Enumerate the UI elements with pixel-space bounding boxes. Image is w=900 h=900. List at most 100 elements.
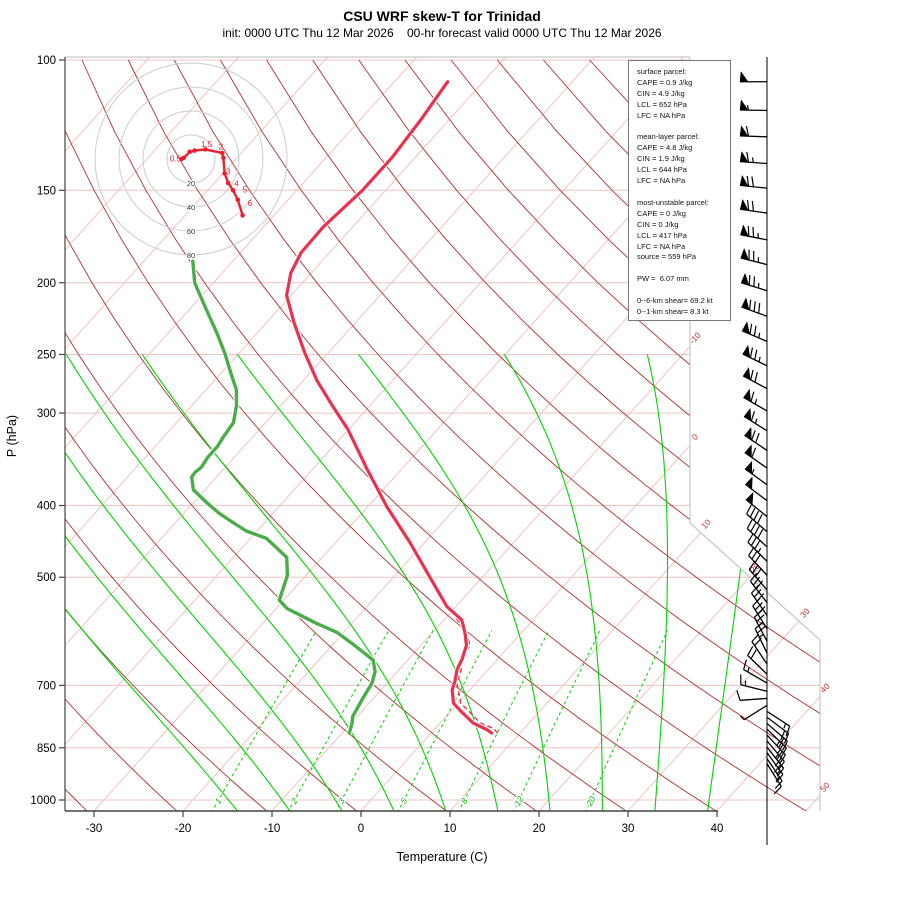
hodograph-ring	[94, 62, 288, 256]
hodograph-ring	[118, 86, 264, 232]
parcel-trace-curve	[454, 616, 499, 734]
wind-barb	[744, 444, 768, 469]
y-tick-label: 850	[37, 743, 56, 755]
dry-adiabat-line	[65, 59, 544, 811]
wind-barb	[747, 646, 768, 675]
y-tick-label: 100	[37, 55, 56, 67]
hodograph-ring	[142, 110, 240, 208]
y-tick-label: 1000	[30, 795, 56, 807]
isotherm-edge-label: 0	[690, 432, 701, 442]
mixing-ratio-line	[512, 630, 601, 811]
x-tick-label: 20	[533, 823, 546, 835]
wind-barb	[766, 763, 782, 795]
wind-barb	[743, 388, 768, 412]
info-panel-line: 0--1-km shear= 8.3 kt	[637, 306, 709, 316]
moist-adiabat-line	[358, 354, 551, 811]
hodograph-ring-label: 40	[187, 203, 195, 212]
wind-barb	[766, 716, 790, 744]
info-panel-line: CAPE = 4.8 J/kg	[637, 143, 693, 153]
dry-adiabat-line	[65, 59, 634, 811]
info-panel-line: 0--6-km shear= 69.2 kt	[637, 296, 713, 306]
isotherm-line	[65, 57, 150, 811]
x-tick-label: -20	[175, 823, 192, 835]
wind-barb	[739, 99, 768, 112]
hodograph-trace-point	[230, 187, 236, 193]
info-panel-line	[637, 263, 730, 274]
moist-adiabat-line	[65, 354, 344, 811]
moist-adiabat-line	[65, 354, 292, 811]
wind-barb	[746, 504, 768, 533]
wind-barb	[740, 704, 768, 721]
x-tick-label: 40	[711, 823, 724, 835]
info-panel-line: CAPE = 0.9 J/kg	[637, 77, 693, 87]
sounding-curves	[188, 80, 499, 736]
page-title: CSU WRF skew-T for Trinidad	[343, 8, 541, 24]
wind-barb	[739, 151, 768, 165]
info-panel-line: mean-layer parcel:	[637, 132, 700, 142]
info-panel-line: CIN = 0 J/kg	[637, 219, 679, 229]
hodograph-height-label: 0.5	[170, 154, 182, 163]
wind-barb	[739, 198, 768, 214]
temperature-curve	[285, 80, 494, 735]
info-panel-line: LCL = 417 hPa	[637, 230, 687, 240]
info-panel-line: most-unstable parcel:	[637, 197, 709, 207]
wind-barb	[739, 174, 768, 189]
info-panel-line: LCL = 644 hPa	[637, 165, 687, 175]
hodograph-trace-point	[219, 150, 225, 156]
wind-barb-column	[736, 57, 791, 845]
wind-barb	[766, 710, 791, 737]
info-panel-line: CAPE = 0 J/kg	[637, 208, 686, 218]
isotherm-line	[271, 57, 820, 811]
wind-barb	[744, 426, 768, 451]
dry-adiabat-line	[312, 59, 820, 811]
isotherm-edge-label: 30	[798, 606, 812, 620]
isotherm-edge-label: -10	[687, 330, 703, 346]
x-tick-label: 0	[358, 823, 364, 835]
x-tick-label: -30	[86, 823, 103, 835]
wind-barb	[754, 621, 768, 654]
wind-barb	[742, 366, 768, 390]
moist-adiabat-line	[236, 354, 499, 811]
info-panel-line: LFC = NA hPa	[637, 176, 686, 186]
moist-adiabat-line	[503, 354, 603, 811]
temperature-curve-casing	[284, 80, 494, 736]
dry-adiabat-line	[220, 59, 820, 811]
dry-adiabat-line	[173, 59, 820, 811]
hodograph-height-label: 1.5	[201, 140, 213, 149]
isotherm-line	[65, 57, 328, 811]
isotherm-line	[65, 57, 684, 811]
wind-barb	[746, 519, 768, 548]
mixing-ratio-label: 1	[213, 796, 224, 805]
wind-barb	[739, 125, 768, 138]
hodograph-trace-point	[187, 149, 193, 155]
wind-barb	[736, 690, 768, 701]
wind-barb	[743, 659, 768, 684]
moist-adiabat-line	[65, 354, 240, 811]
hodograph-ring-label: 80	[187, 251, 195, 260]
info-panel-line	[637, 285, 730, 296]
wind-barb	[740, 224, 768, 241]
isotherm-line	[65, 57, 239, 811]
info-panel-line: LFC = NA hPa	[637, 110, 686, 120]
hodograph-trace-point	[225, 180, 231, 186]
mixing-ratio-line	[457, 630, 550, 811]
x-tick-label: -10	[264, 823, 281, 835]
isotherm-line	[538, 57, 820, 811]
wind-barb	[742, 344, 768, 367]
mixing-ratio-line	[287, 630, 390, 811]
dry-adiabat-line	[358, 59, 820, 811]
isotherm-line	[895, 57, 900, 811]
hodograph-trace-point	[203, 147, 208, 152]
isotherm-line	[65, 57, 417, 811]
y-axis-label: P (hPa)	[5, 415, 19, 457]
isotherm-line	[182, 57, 820, 811]
dry-adiabat-line	[65, 59, 724, 811]
info-panel-line	[637, 187, 730, 198]
dry-adiabat-line	[81, 59, 814, 811]
y-tick-label: 400	[37, 501, 56, 513]
dry-adiabat-line	[65, 59, 363, 811]
isotherm-line	[716, 57, 820, 811]
info-panel-line: CIN = 4.9 J/kg	[637, 88, 685, 98]
isotherm-line	[65, 57, 506, 811]
